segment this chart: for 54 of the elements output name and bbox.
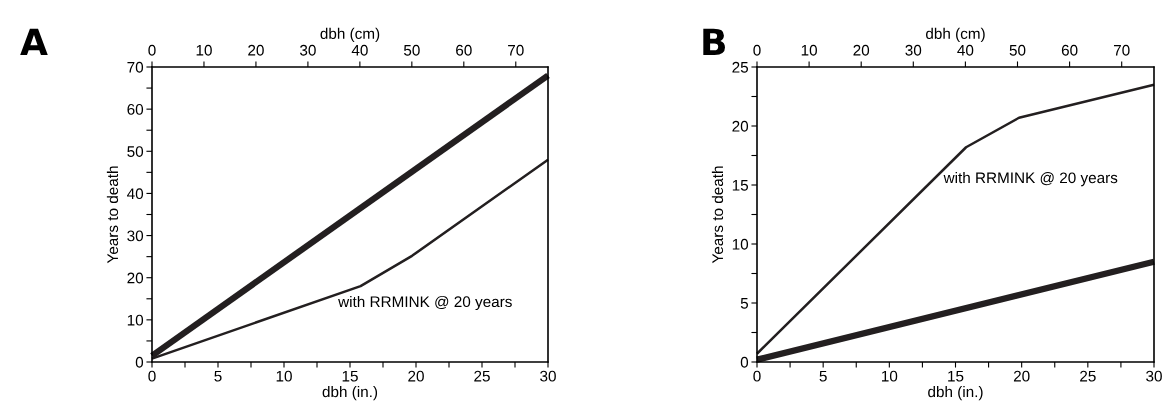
y-tick-label: 10 [732,238,749,250]
x2-tick-label: 10 [196,44,212,56]
x2-axis-title: dbh (cm) [320,27,380,43]
x-tick-label: 10 [882,370,898,382]
y-tick-label: 0 [135,356,144,368]
x2-tick-label: 10 [801,44,817,56]
x-tick-label: 5 [214,370,222,382]
text: B [703,28,725,55]
x2-tick-label: 0 [753,44,761,56]
x-tick-label: 5 [819,370,827,382]
x2-tick-label: 0 [148,44,156,56]
x2-tick-label: 30 [905,44,922,56]
x2-tick-label: 40 [957,44,974,56]
x2-tick-label: 20 [853,44,870,56]
x-tick-label: 25 [474,370,490,382]
y-tick-label: 10 [127,314,144,326]
x-tick-label: 25 [1080,370,1096,382]
x-tick-label: 15 [948,370,964,382]
y-tick-label: 70 [127,61,144,73]
y-tick-label: 60 [127,104,144,115]
x2-tick-label: 20 [248,44,264,56]
x2-tick-label: 60 [1061,44,1078,56]
x2-tick-label: 60 [456,44,472,56]
x-tick-label: 30 [540,370,556,382]
x2-axis-title: dbh (cm) [926,27,985,43]
x2-tick-label: 30 [299,44,316,56]
y-tick-label: 25 [732,61,749,73]
x2-tick-label: 70 [1113,44,1130,56]
x-tick-label: 20 [1013,370,1030,382]
x2-tick-label: 40 [351,44,368,56]
x-tick-label: 0 [148,370,156,382]
x-tick-label: 20 [408,370,424,382]
x2-tick-label: 50 [403,44,420,56]
x-axis-title: dbh (in.) [322,385,378,401]
y-tick-label: 20 [732,120,749,132]
x2-tick-label: 50 [1009,44,1026,56]
x-tick-label: 30 [1146,370,1162,382]
x-tick-label: 10 [276,370,292,382]
annotation: with RRMINK @ 20 years [338,295,512,311]
y-tick-label: 20 [127,272,144,284]
text: A [20,28,48,55]
x-axis-title: dbh (in.) [928,385,983,401]
x-tick-label: 0 [753,370,761,382]
y-tick-label: 30 [127,230,144,242]
x2-tick-label: 70 [508,44,524,56]
x-tick-label: 15 [342,370,358,382]
y-tick-label: 50 [127,146,144,157]
y-tick-label: 15 [732,180,749,191]
annotation: with RRMINK @ 20 years [943,171,1118,187]
y-axis-title: Years to death [106,166,119,264]
y-tick-label: 0 [740,356,749,368]
y-tick-label: 5 [740,298,749,309]
y-tick-label: 40 [127,188,144,200]
y-axis-title: Years to death [711,166,724,264]
